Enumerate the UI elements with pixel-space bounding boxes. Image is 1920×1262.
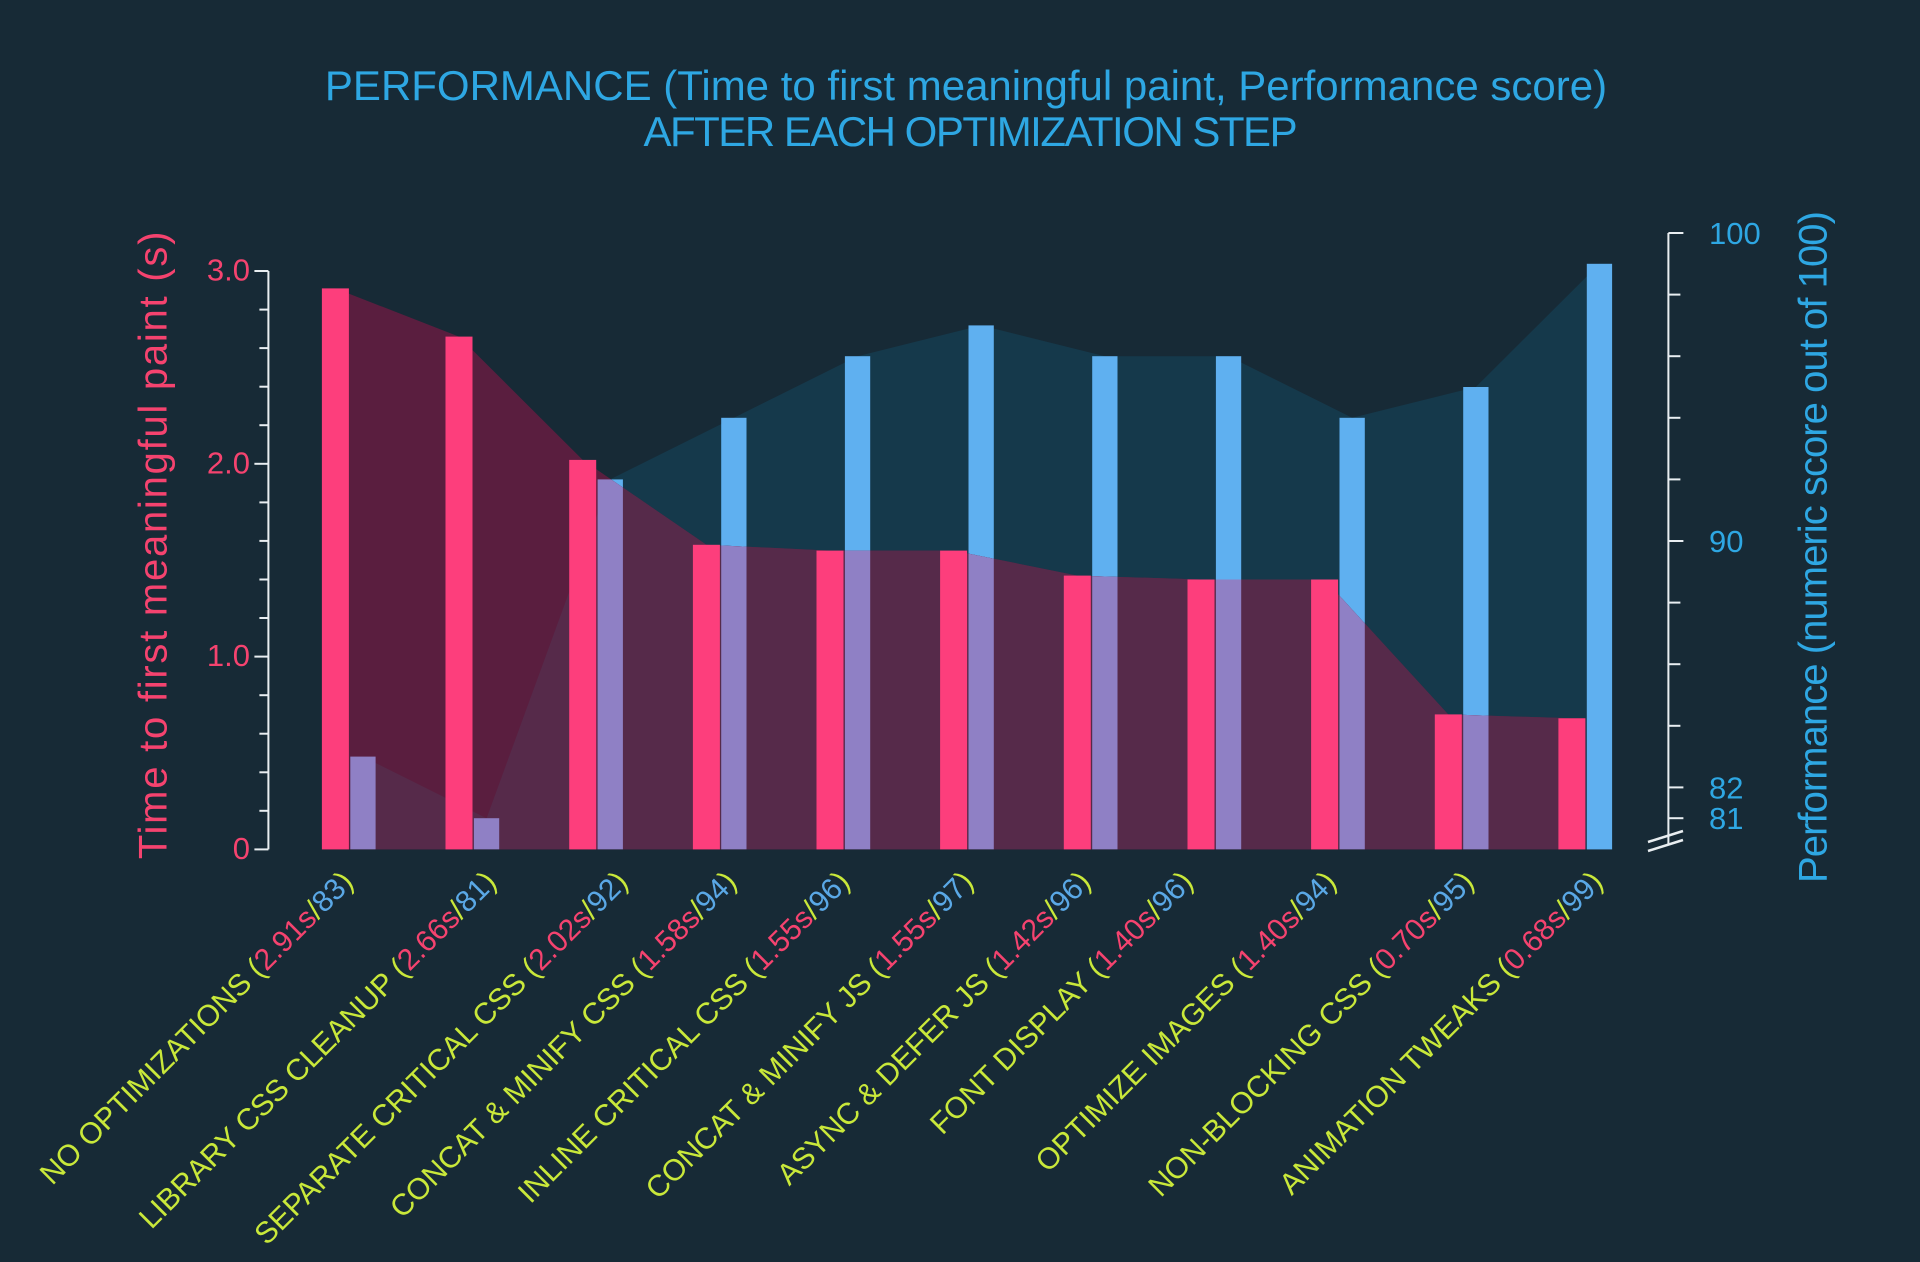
- svg-text:100: 100: [1709, 216, 1761, 251]
- svg-text:81: 81: [1709, 801, 1743, 836]
- svg-text:90: 90: [1709, 524, 1743, 559]
- svg-text:Performance (numeric score out: Performance (numeric score out of 100): [1792, 212, 1836, 883]
- svg-text:3.0: 3.0: [207, 253, 250, 288]
- svg-text:1.0: 1.0: [207, 638, 250, 673]
- svg-text:2.0: 2.0: [207, 445, 250, 480]
- svg-text:82: 82: [1709, 770, 1743, 805]
- svg-text:0: 0: [233, 831, 250, 866]
- svg-text:AFTER EACH OPTIMIZATION STEP: AFTER EACH OPTIMIZATION STEP: [643, 108, 1296, 155]
- svg-text:Time to first meaningful paint: Time to first meaningful paint (s): [132, 230, 176, 859]
- svg-text:PERFORMANCE (Time to first mea: PERFORMANCE (Time to first meaningful pa…: [325, 62, 1607, 109]
